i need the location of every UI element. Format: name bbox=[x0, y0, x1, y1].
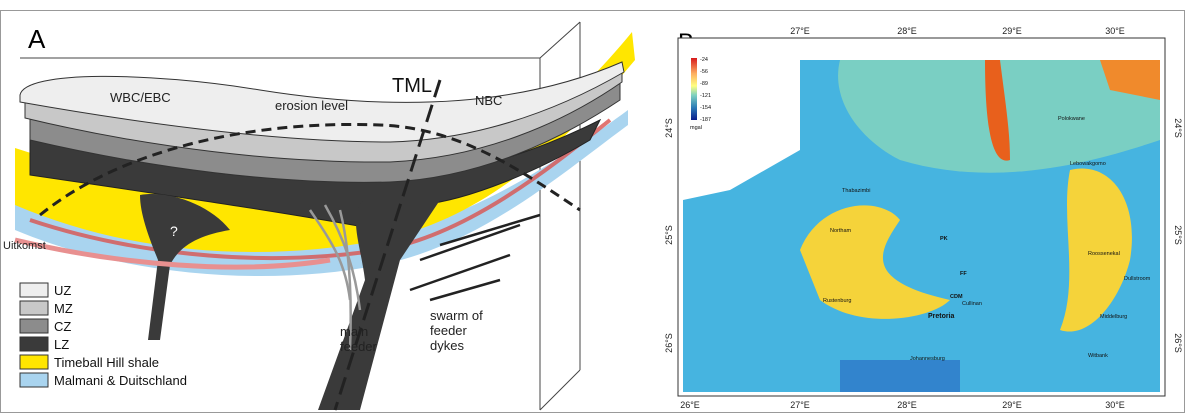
label: main bbox=[340, 324, 368, 339]
uz-layer bbox=[19, 61, 625, 143]
x-tick-label: 30°E bbox=[1105, 400, 1125, 410]
panel-a: A WBC/EBC erosion level bbox=[3, 21, 635, 411]
colorbar-label: -89 bbox=[700, 81, 708, 87]
place-label: Middelburg bbox=[1100, 314, 1127, 320]
label: ? bbox=[170, 223, 178, 239]
x-tick-label: 27°E bbox=[790, 400, 810, 410]
y-tick-label: 25°S bbox=[1173, 225, 1183, 245]
label: WBC/EBC bbox=[110, 90, 171, 105]
colorbar-unit: mgal bbox=[690, 125, 702, 131]
panel-label: A bbox=[28, 24, 46, 54]
label: Uitkomst bbox=[3, 240, 46, 252]
x-tick-label: 26°E bbox=[680, 400, 700, 410]
map-anomaly bbox=[840, 360, 960, 392]
map-anomaly bbox=[985, 60, 1010, 161]
place-label: Northam bbox=[830, 228, 852, 234]
panel-b: B -24 -56 -89 -121 -154 -187 mgal 27°E 2… bbox=[664, 26, 1183, 410]
colorbar-label: -121 bbox=[700, 93, 711, 99]
map-blank bbox=[683, 60, 800, 200]
label: dykes bbox=[430, 338, 464, 353]
place-label: Johannesburg bbox=[910, 356, 945, 362]
main-feeder bbox=[318, 195, 440, 410]
x-tick-label: 30°E bbox=[1105, 26, 1125, 36]
uitkomst-horizon bbox=[14, 237, 331, 270]
y-tick-label: 24°S bbox=[664, 118, 674, 138]
legend-label: UZ bbox=[54, 283, 71, 298]
x-tick-label: 28°E bbox=[897, 26, 917, 36]
place-label: FF bbox=[960, 271, 967, 277]
feeder-dykes-gray bbox=[308, 204, 362, 351]
label: TML bbox=[392, 75, 432, 97]
legend-label: LZ bbox=[54, 337, 69, 352]
colorbar-label: -187 bbox=[700, 117, 711, 123]
y-tick-label: 24°S bbox=[1173, 118, 1183, 138]
place-label: Rustenburg bbox=[823, 298, 851, 304]
place-label: Polokwane bbox=[1058, 116, 1085, 122]
label: feeder bbox=[430, 323, 468, 338]
label: feeder bbox=[340, 339, 378, 354]
place-label: Pretoria bbox=[928, 313, 955, 320]
x-tick-label: 29°E bbox=[1002, 400, 1022, 410]
label: swarm of bbox=[430, 308, 483, 323]
map-anomaly bbox=[800, 205, 950, 319]
x-tick-label: 27°E bbox=[790, 26, 810, 36]
colorbar-label: -56 bbox=[700, 69, 708, 75]
erosion-line bbox=[39, 123, 581, 217]
legend-label: MZ bbox=[54, 301, 73, 316]
place-label: Dullstroom bbox=[1124, 276, 1151, 282]
map-anomaly bbox=[1060, 168, 1132, 332]
place-label: Thabazimbi bbox=[842, 188, 870, 194]
place-label: PK bbox=[940, 236, 948, 242]
label: erosion level bbox=[275, 98, 348, 113]
legend-label: Timeball Hill shale bbox=[54, 355, 159, 370]
place-label: Witbank bbox=[1088, 353, 1108, 359]
colorbar bbox=[691, 58, 697, 120]
feeder-dykes bbox=[409, 213, 541, 302]
colorbar-label: -154 bbox=[700, 105, 711, 111]
y-tick-label: 26°S bbox=[1173, 333, 1183, 353]
place-label: Lebowakgomo bbox=[1070, 161, 1106, 167]
colorbar-label: -24 bbox=[700, 57, 708, 63]
y-tick-label: 26°S bbox=[664, 333, 674, 353]
lz-intrusion bbox=[140, 194, 230, 340]
map-anomaly bbox=[1100, 60, 1160, 100]
x-tick-label: 28°E bbox=[897, 400, 917, 410]
place-label: Roossenekal bbox=[1088, 251, 1120, 257]
label: NBC bbox=[475, 93, 502, 108]
tml-line bbox=[333, 79, 442, 411]
place-label: CDM bbox=[950, 294, 963, 300]
legend-label: CZ bbox=[54, 319, 71, 334]
x-tick-label: 29°E bbox=[1002, 26, 1022, 36]
y-tick-label: 25°S bbox=[664, 225, 674, 245]
legend: UZ MZ CZ LZ Timeball Hill shale Malmani … bbox=[19, 282, 187, 388]
place-label: Cullinan bbox=[962, 301, 982, 307]
legend-label: Malmani & Duitschland bbox=[54, 373, 187, 388]
